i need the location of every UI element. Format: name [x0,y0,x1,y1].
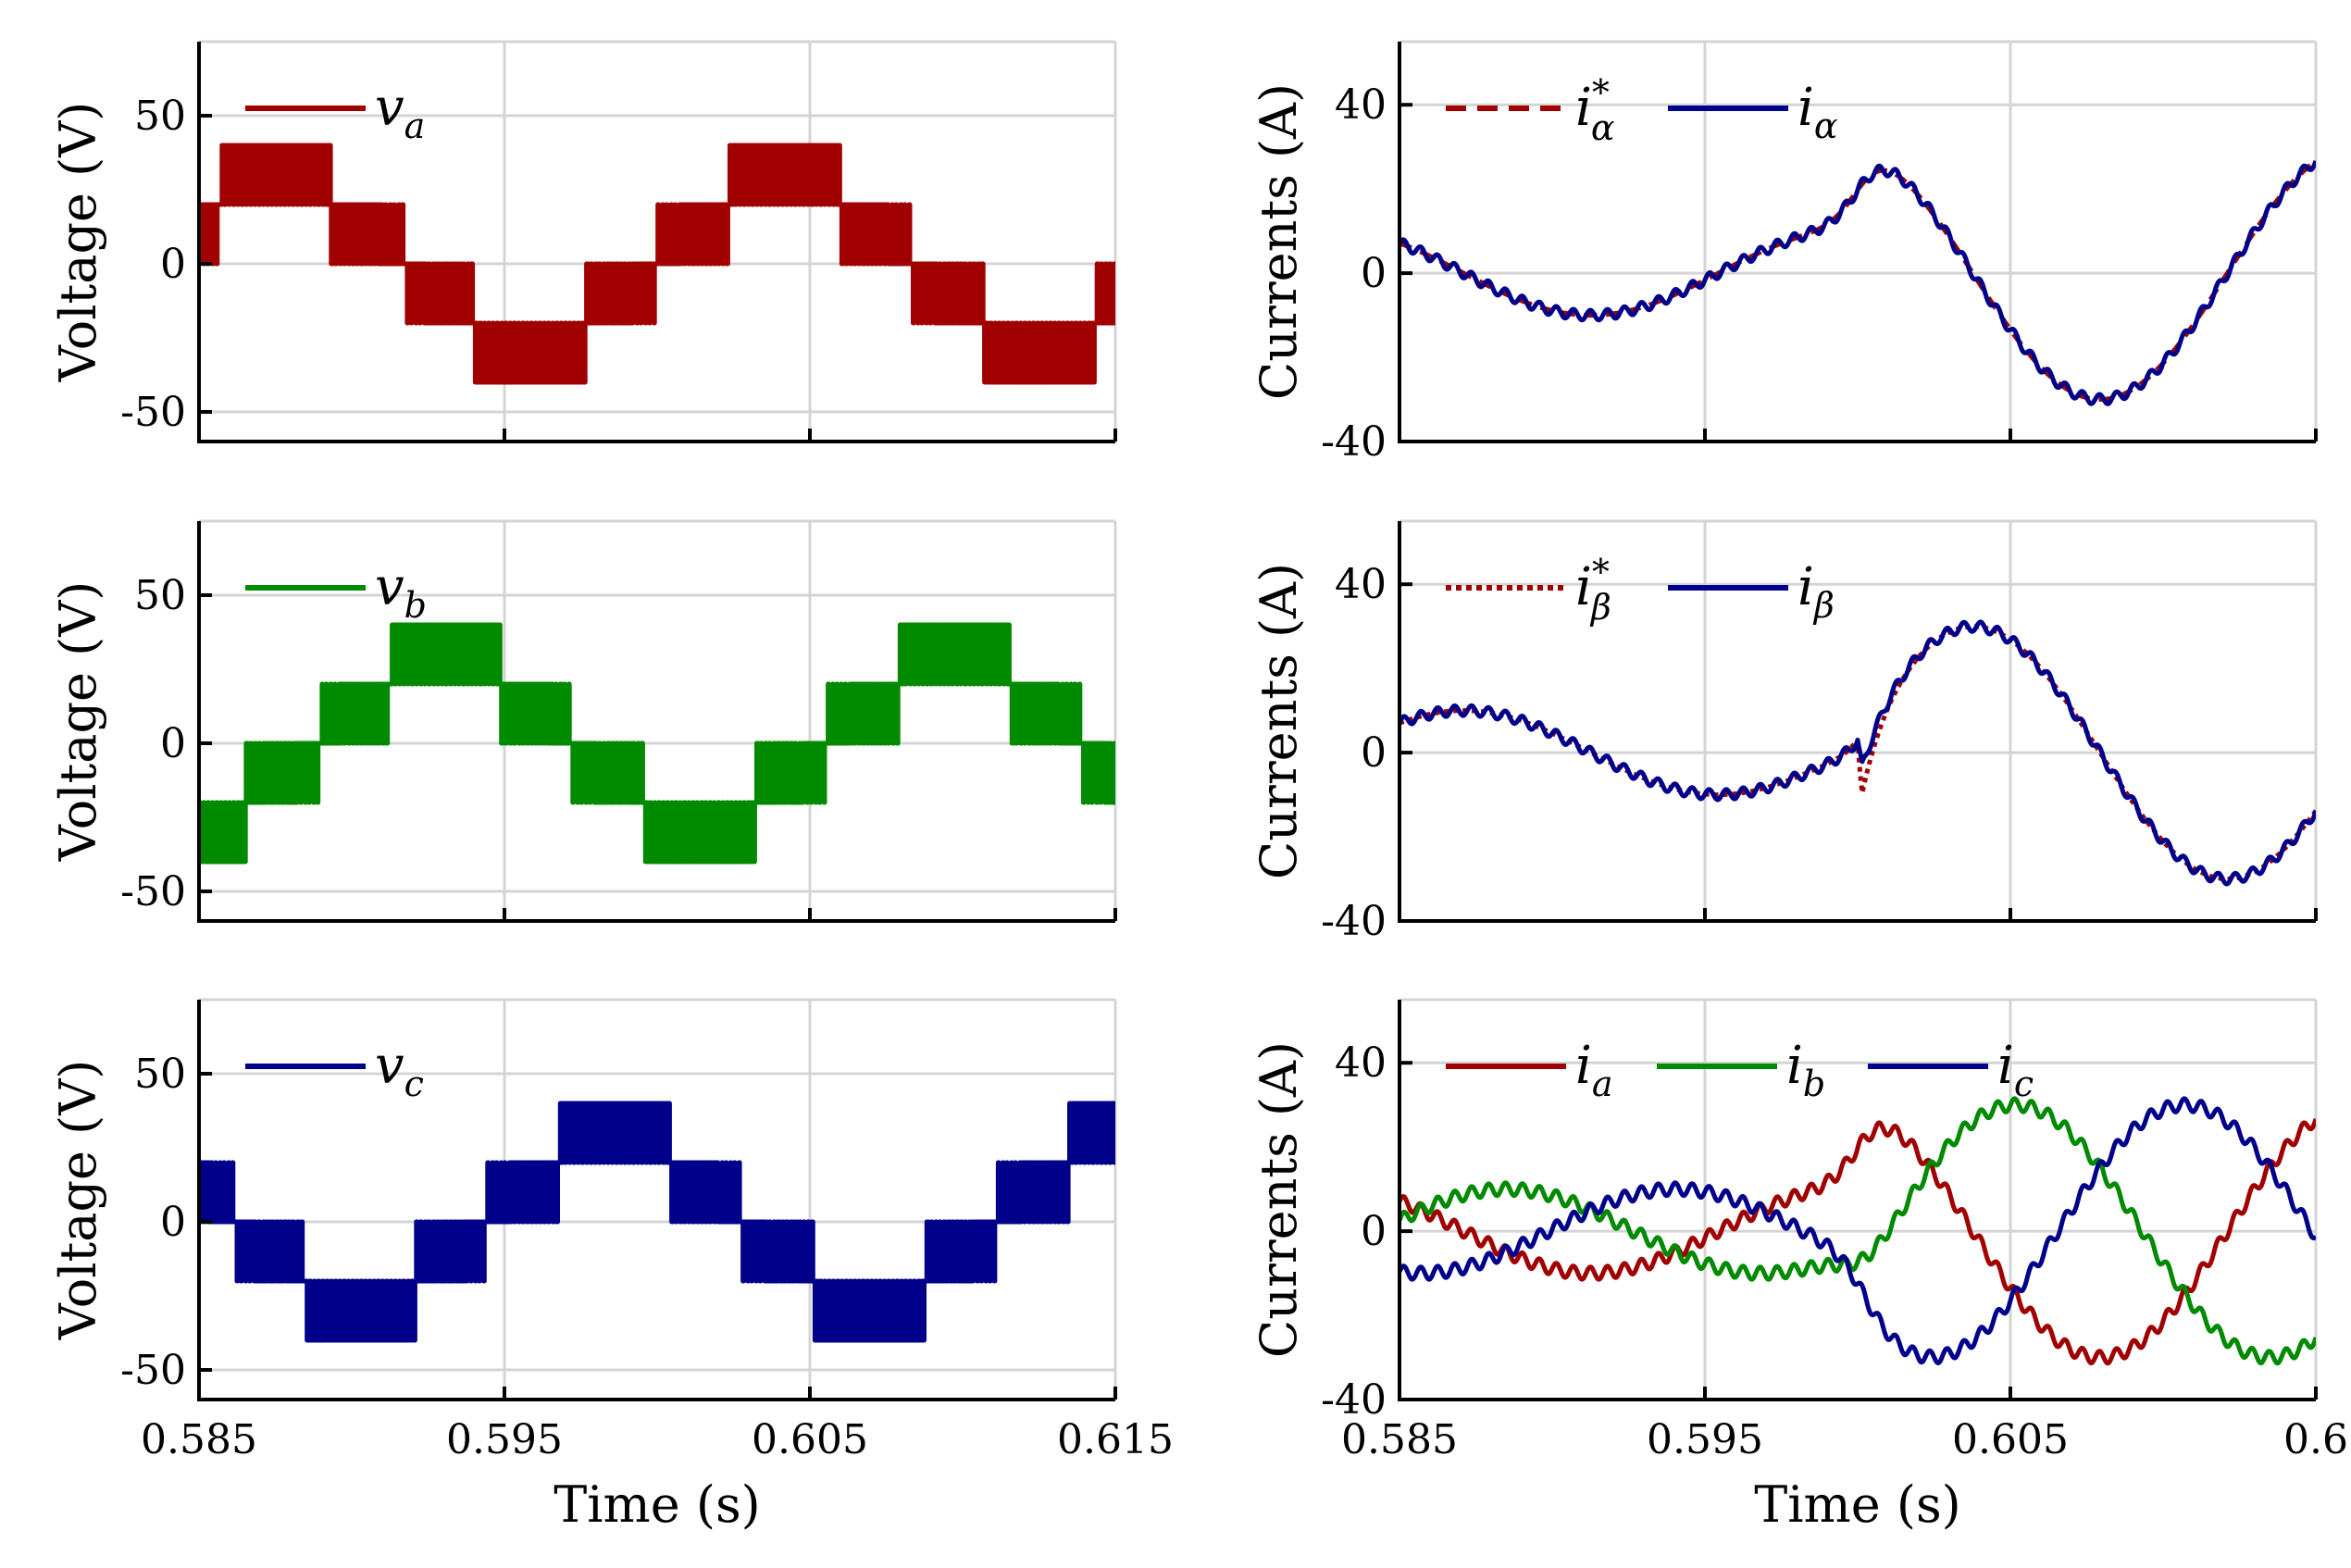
y-tick-label: 50 [134,93,186,140]
y-tick-label: 40 [1335,1039,1387,1087]
x-tick-label: 0.605 [752,1416,868,1463]
panel-vb: 50 0 -50 Voltage (V) vb [49,519,1117,923]
x-tick-label: 0.595 [1647,1416,1763,1463]
series-line-va [199,143,1115,385]
x-axis-label: Time (s) [1754,1475,1960,1534]
series-line-ic [1399,1096,2316,1365]
x-tick-label: 0.615 [1057,1416,1174,1463]
x-tick-label: 0.595 [446,1416,563,1463]
legend-entry: vb [375,557,427,626]
legend: i* α iα [1446,72,1838,148]
y-tick-label: -50 [120,389,186,436]
legend-entry: vc [375,1036,424,1104]
y-axis-label: Voltage (V) [49,581,107,863]
series-line-vb [199,622,1115,865]
legend-entry: ic [1997,1036,2034,1104]
y-tick-label: -40 [1321,898,1387,945]
legend-entry: i* α [1575,72,1615,148]
series-group [199,143,1115,385]
y-tick-label: 0 [160,1199,186,1246]
x-tick-label: 0.585 [141,1416,257,1463]
y-tick-label: 0 [160,241,186,288]
y-tick-label: 0 [1361,729,1387,777]
series-line-iα [1399,159,2316,406]
y-tick-label: -50 [120,1347,186,1394]
series-group [199,1101,1115,1343]
legend-entry: ia [1575,1036,1613,1104]
y-axis-label: Currents (A) [1250,83,1308,400]
legend-entry: va [375,78,425,146]
y-tick-label: -50 [120,868,186,915]
series-group [1399,619,2316,887]
panel-ialpha: 40 0 -40 Currents (A) i* α iα [1250,40,2318,466]
panel-ibeta: 40 0 -40 Currents (A) i* β iβ [1250,519,2318,945]
series-line-ib [1399,1096,2316,1366]
x-axis-label: Time (s) [554,1475,760,1534]
panel-va: 50 0 -50 Voltage (V) va [49,40,1117,443]
legend-entry: i* β [1575,552,1611,628]
legend-entry: ib [1786,1036,1825,1104]
legend: vc [245,1036,424,1104]
series-group [199,622,1115,865]
y-tick-label: 0 [1361,250,1387,297]
legend: va [245,78,425,146]
series-line-ia [1399,1118,2316,1366]
y-axis-label: Voltage (V) [49,102,107,383]
y-axis-label: Voltage (V) [49,1060,107,1341]
y-tick-label: 50 [134,1051,186,1098]
legend: ia ib ic [1446,1036,2034,1104]
legend-entry: iβ [1797,557,1835,626]
legend: vb [245,557,427,626]
panel-vc: 50 0 -50 0.585 0.595 0.605 0.615 Voltage (V) Tim… [49,998,1174,1534]
y-tick-label: 40 [1335,81,1387,129]
series-line-iβ [1399,619,2316,887]
y-tick-label: 40 [1335,561,1387,608]
x-tick-label: 0.585 [1341,1416,1458,1463]
legend: i* β iβ [1446,552,1835,628]
panel-iabc: 40 0 -400.585 0.595 0.605 0.6 Currents (A) Time… [1250,998,2348,1534]
y-tick-label: -40 [1321,418,1387,466]
x-tick-label: 0.605 [1952,1416,2069,1463]
x-tick-label: 0.6 [2283,1416,2348,1463]
y-axis-label: Currents (A) [1250,563,1308,879]
series-line-vc [199,1101,1115,1343]
y-tick-label: -40 [1321,1376,1387,1424]
y-tick-label: 0 [1361,1208,1387,1255]
legend-entry: iα [1797,78,1838,146]
series-group [1399,158,2316,406]
series-group [1399,1096,2316,1366]
y-tick-label: 50 [134,572,186,619]
y-tick-label: 0 [160,720,186,767]
y-axis-label: Currents (A) [1250,1041,1308,1358]
